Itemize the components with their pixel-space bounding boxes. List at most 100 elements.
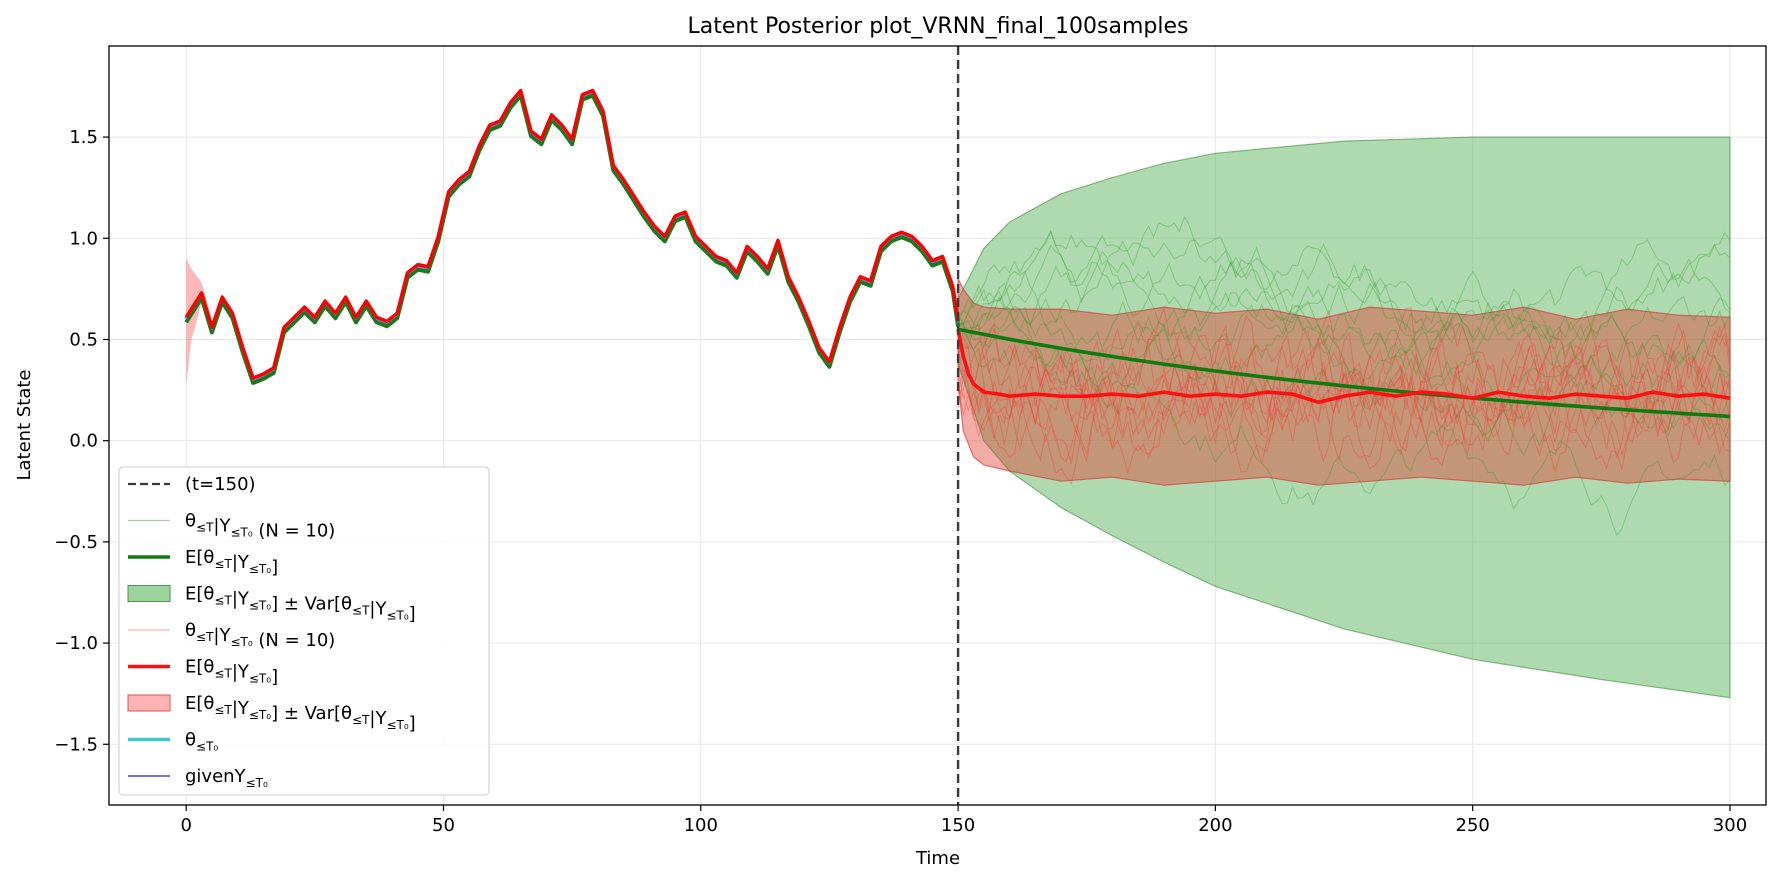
green-sample-path [957, 243, 1731, 397]
legend-box [118, 466, 490, 796]
y-axis-label: Latent State [14, 369, 35, 480]
y-tick-label: 0.0 [69, 431, 98, 452]
legend-patch [127, 585, 171, 602]
legend-subscript: ≤T [196, 630, 214, 644]
legend-subscript: ≤T [214, 557, 232, 571]
green-mean-line [957, 327, 1731, 419]
plot-frame [108, 45, 1767, 806]
green-sample-path [957, 310, 1731, 420]
legend-text-part: ] [271, 557, 278, 578]
x-tick-label: 200 [1198, 815, 1232, 836]
legend: (t=150)θ≤T|Y≤T₀ (N = 10)E[θ≤T|Y≤T₀]E[θ≤T… [118, 466, 490, 796]
legend-subscript: ≤T [196, 521, 214, 535]
legend-subscript: ≤T₀ [249, 672, 271, 686]
y-tick-label: −1.5 [54, 734, 98, 755]
legend-text-part: (t=150) [185, 474, 256, 495]
legend-text-part: |Y [369, 599, 387, 620]
legend-text-part: |Y [213, 625, 231, 646]
green-sample-path [957, 282, 1731, 429]
y-tick-label: −1.0 [54, 633, 98, 654]
chart-title: Latent Posterior plot_VRNN_final_100samp… [688, 14, 1189, 39]
red-sample-path [957, 343, 1731, 470]
red-variance-band [957, 278, 1731, 486]
legend-text-part: ] [409, 604, 416, 625]
legend-subscript: ≤T [352, 713, 370, 727]
legend-label: (t=150) [185, 474, 256, 495]
mean-lines [956, 327, 1731, 419]
red-sample-path [957, 306, 1731, 474]
legend-subscript: ≤T₀ [249, 599, 271, 613]
legend-subscript: ≤T₀ [386, 718, 408, 732]
green-sample-path [958, 229, 1731, 384]
legend-subscript: ≤T [214, 667, 232, 681]
legend-label: E[θ≤T|Y≤T₀] [185, 547, 278, 578]
legend-label: E[θ≤T|Y≤T₀] ± Var[θ≤T|Y≤T₀] [185, 693, 416, 734]
legend-text-part: θ [185, 511, 196, 532]
red-sample-path [957, 321, 1731, 455]
y-axis-ticks: −1.5 −1.0 −0.5 0.0 0.5 1.0 1.5 [54, 127, 109, 755]
legend-subscript: ≤T₀ [230, 526, 252, 540]
uncertainty-bands [186, 136, 1731, 699]
legend-text-part: E[θ [185, 584, 214, 605]
red-early-band [186, 258, 212, 386]
green-sample-path [957, 284, 1731, 537]
red-sample-path [958, 324, 1731, 464]
x-tick-label: 100 [684, 815, 718, 836]
x-tick-label: 150 [941, 815, 975, 836]
green-sample-path [957, 215, 1731, 457]
x-tick-label: 300 [1713, 815, 1747, 836]
legend-text-part: E[θ [185, 547, 214, 568]
legend-subscript: ≤T₀ [230, 635, 252, 649]
legend-label: givenY≤T₀ [185, 766, 268, 790]
observed-trajectory [184, 88, 961, 385]
legend-label: θ≤T|Y≤T₀ (N = 10) [185, 511, 335, 542]
legend-text-part: |Y [232, 589, 250, 610]
green-variance-band [957, 136, 1731, 699]
legend-text-part: (N = 10) [253, 521, 336, 542]
legend-patch [127, 694, 171, 712]
legend-subscript: ≤T₀ [386, 609, 408, 623]
legend-text-part: |Y [232, 698, 250, 719]
x-axis-ticks: 0 50 100 150 200 250 300 [180, 805, 1747, 836]
legend-text-part: |Y [369, 708, 387, 729]
legend-subscript: ≤T [214, 703, 232, 717]
legend-text-part: givenY [185, 766, 247, 787]
red-sample-path [957, 322, 1731, 456]
legend-subscript: ≤T₀ [196, 740, 218, 754]
legend-label: θ≤T₀ [185, 730, 218, 754]
x-tick-label: 0 [180, 815, 191, 836]
green-sample-path [958, 230, 1731, 343]
legend-text-part: ] ± Var[θ [271, 594, 352, 615]
x-axis-label: Time [915, 848, 960, 869]
legend-text-part: (N = 10) [253, 630, 336, 651]
red-posterior-trajectory [184, 88, 960, 380]
legend-subscript: ≤T₀ [246, 776, 268, 790]
legend-subscript: ≤T₀ [249, 562, 271, 576]
legend-text-part: |Y [232, 552, 250, 573]
legend-text-part: ] [271, 667, 278, 688]
legend-subscript: ≤T₀ [249, 708, 271, 722]
x-tick-label: 250 [1456, 815, 1490, 836]
y-tick-label: 1.0 [69, 228, 98, 249]
legend-text-part: ] [409, 713, 416, 734]
legend-subscript: ≤T [352, 604, 370, 618]
legend-label: θ≤T|Y≤T₀ (N = 10) [185, 620, 335, 651]
legend-text-part: |Y [232, 662, 250, 683]
legend-label: E[θ≤T|Y≤T₀] [185, 657, 278, 688]
x-tick-label: 50 [432, 815, 455, 836]
legend-text-part: θ [185, 620, 196, 641]
green-sample-path [957, 270, 1731, 421]
legend-subscript: ≤T [214, 594, 232, 608]
red-sample-path [957, 321, 1731, 451]
legend-text-part: E[θ [185, 693, 214, 714]
y-tick-label: −0.5 [54, 532, 98, 553]
legend-text-part: ] ± Var[θ [271, 703, 352, 724]
legend-text-part: θ [185, 730, 196, 751]
y-tick-label: 0.5 [69, 329, 98, 350]
green-sample-path [957, 260, 1731, 366]
red-sample-path [957, 324, 1731, 473]
legend-text-part: |Y [213, 516, 231, 537]
y-tick-label: 1.5 [69, 127, 98, 148]
red-mean-line [956, 329, 1731, 404]
